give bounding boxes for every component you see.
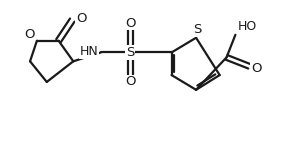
Text: S: S (193, 23, 201, 36)
Text: O: O (125, 76, 135, 88)
Text: O: O (24, 28, 34, 41)
Text: S: S (126, 46, 135, 59)
Text: HN: HN (80, 45, 99, 58)
Text: HO: HO (237, 20, 257, 33)
Text: O: O (125, 16, 135, 30)
Text: O: O (76, 12, 86, 25)
Text: O: O (251, 62, 261, 75)
